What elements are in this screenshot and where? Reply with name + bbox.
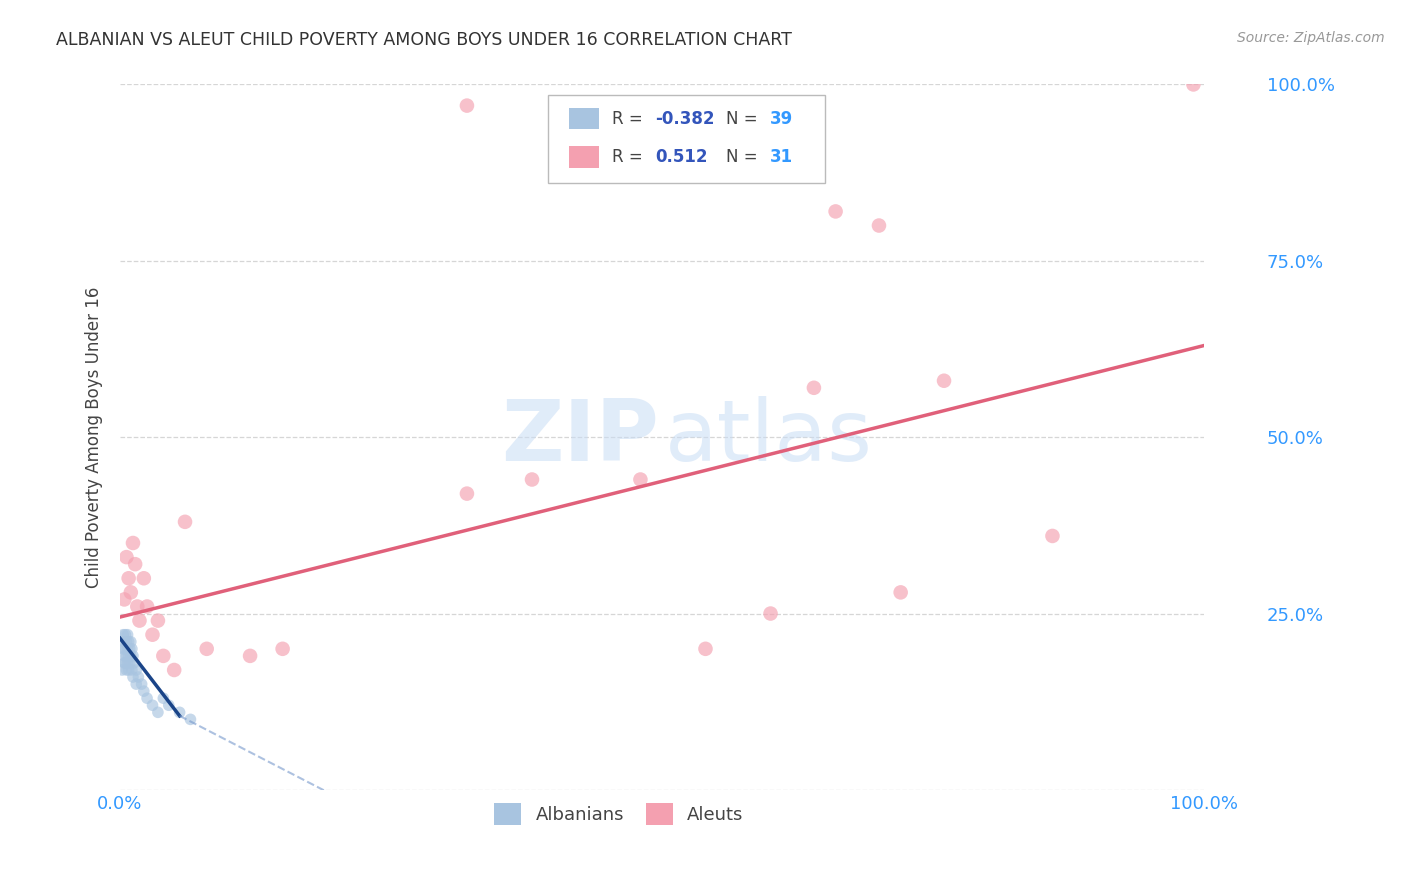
Legend: Albanians, Aleuts: Albanians, Aleuts: [485, 794, 752, 834]
Point: [125, 663, 148, 677]
Text: Source: ZipAtlas.com: Source: ZipAtlas.com: [1237, 31, 1385, 45]
Point: [169, 706, 191, 720]
Text: N =: N =: [725, 110, 763, 128]
Point: [117, 656, 139, 670]
Point: [112, 656, 135, 670]
Point: [118, 656, 141, 670]
Text: ALBANIAN VS ALEUT CHILD POVERTY AMONG BOYS UNDER 16 CORRELATION CHART: ALBANIAN VS ALEUT CHILD POVERTY AMONG BO…: [56, 31, 792, 49]
Point: [520, 473, 543, 487]
Text: 0.512: 0.512: [655, 148, 709, 166]
Point: [122, 656, 145, 670]
Point: [117, 571, 139, 585]
Point: [127, 599, 149, 614]
Point: [114, 628, 136, 642]
Point: [628, 473, 651, 487]
Text: 39: 39: [769, 110, 793, 128]
Point: [456, 486, 478, 500]
Text: N =: N =: [725, 148, 763, 166]
Point: [131, 677, 153, 691]
Text: R =: R =: [612, 148, 648, 166]
Text: -0.382: -0.382: [655, 110, 716, 128]
FancyBboxPatch shape: [569, 108, 599, 129]
Point: [117, 628, 139, 642]
Point: [271, 641, 294, 656]
Point: [174, 515, 197, 529]
Point: [695, 641, 717, 656]
Point: [456, 98, 478, 112]
Y-axis label: Child Poverty Among Boys Under 16: Child Poverty Among Boys Under 16: [86, 286, 103, 588]
Point: [141, 628, 163, 642]
Point: [121, 663, 143, 677]
Point: [117, 641, 139, 656]
Point: [195, 641, 218, 656]
Point: [890, 585, 912, 599]
Point: [118, 641, 141, 656]
Point: [112, 592, 135, 607]
Point: [117, 634, 139, 648]
Point: [121, 641, 143, 656]
Point: [803, 381, 825, 395]
Point: [122, 536, 145, 550]
Point: [146, 614, 169, 628]
Point: [179, 712, 201, 726]
Point: [146, 706, 169, 720]
Point: [239, 648, 262, 663]
Point: [1182, 78, 1205, 92]
Point: [932, 374, 955, 388]
Point: [152, 691, 174, 706]
Point: [157, 698, 180, 713]
Point: [112, 634, 135, 648]
Point: [127, 670, 149, 684]
Point: [111, 663, 134, 677]
Point: [163, 663, 186, 677]
Point: [120, 634, 142, 648]
Point: [1042, 529, 1064, 543]
Point: [115, 550, 138, 565]
Point: [122, 648, 145, 663]
Point: [141, 698, 163, 713]
Point: [122, 670, 145, 684]
Point: [868, 219, 890, 233]
Point: [115, 648, 138, 663]
Point: [152, 648, 174, 663]
Text: atlas: atlas: [665, 396, 873, 479]
Point: [114, 641, 136, 656]
Point: [112, 641, 135, 656]
Point: [124, 557, 146, 571]
Text: 31: 31: [769, 148, 793, 166]
Point: [136, 691, 159, 706]
Point: [759, 607, 782, 621]
Point: [117, 648, 139, 663]
Point: [120, 648, 142, 663]
Point: [132, 684, 155, 698]
Point: [115, 634, 138, 648]
Point: [120, 585, 142, 599]
Point: [114, 656, 136, 670]
FancyBboxPatch shape: [569, 146, 599, 168]
Point: [125, 677, 148, 691]
Point: [136, 599, 159, 614]
Point: [112, 648, 135, 663]
Point: [132, 571, 155, 585]
Point: [117, 663, 139, 677]
Point: [115, 663, 138, 677]
Point: [112, 628, 135, 642]
Text: ZIP: ZIP: [501, 396, 659, 479]
Point: [824, 204, 846, 219]
FancyBboxPatch shape: [548, 95, 825, 183]
Point: [128, 614, 150, 628]
Text: R =: R =: [612, 110, 648, 128]
